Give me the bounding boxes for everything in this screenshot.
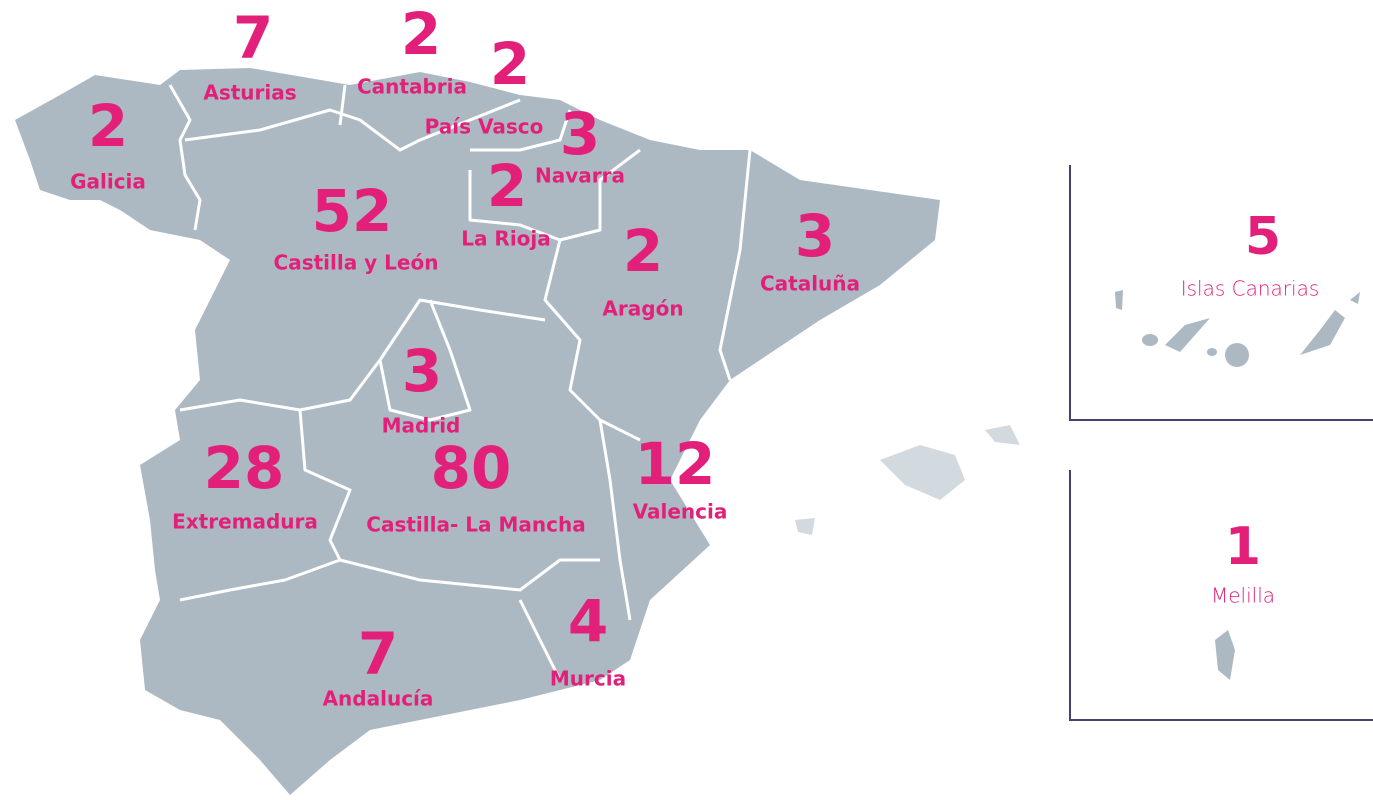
region-name: Navarra [535, 164, 625, 188]
region-count: 7 [233, 4, 273, 72]
region-count: 3 [560, 100, 600, 168]
balearic-islands [795, 425, 1020, 535]
region-count: 2 [623, 217, 663, 285]
region-count: 12 [635, 430, 716, 498]
inset-count: 1 [1225, 517, 1261, 577]
region-name: Madrid [382, 414, 461, 438]
region-name: Valencia [633, 500, 728, 524]
region-borders [168, 84, 752, 681]
region-count: 52 [312, 177, 393, 245]
region-name: Cantabria [357, 75, 467, 99]
region-count: 3 [795, 202, 835, 270]
region-name: Andalucía [323, 687, 434, 711]
spain-land [15, 68, 940, 795]
region-name: La Rioja [461, 227, 551, 251]
region-count: 3 [402, 337, 442, 405]
inset-frames [1069, 165, 1373, 721]
region-name: Castilla y León [274, 251, 439, 275]
inset-name: Islas Canarias [1181, 277, 1320, 301]
region-count: 80 [431, 434, 512, 502]
inset-count: 5 [1245, 207, 1281, 267]
region-name: Aragón [602, 297, 683, 321]
region-count: 2 [401, 0, 441, 68]
inset-name: Melilla [1211, 584, 1275, 608]
region-name: Murcia [550, 667, 626, 691]
region-count: 28 [204, 434, 285, 502]
region-name: Castilla- La Mancha [366, 513, 585, 537]
region-name: Cataluña [760, 272, 860, 296]
inset-islands [1115, 290, 1360, 680]
region-count: 2 [487, 152, 527, 220]
region-name: Extremadura [172, 510, 318, 534]
region-count: 2 [490, 30, 530, 98]
region-name: Asturias [203, 81, 296, 105]
region-name: País Vasco [425, 115, 544, 139]
region-name: Galicia [70, 170, 146, 194]
region-count: 7 [358, 620, 398, 688]
region-count: 2 [88, 92, 128, 160]
region-count: 4 [568, 587, 608, 655]
